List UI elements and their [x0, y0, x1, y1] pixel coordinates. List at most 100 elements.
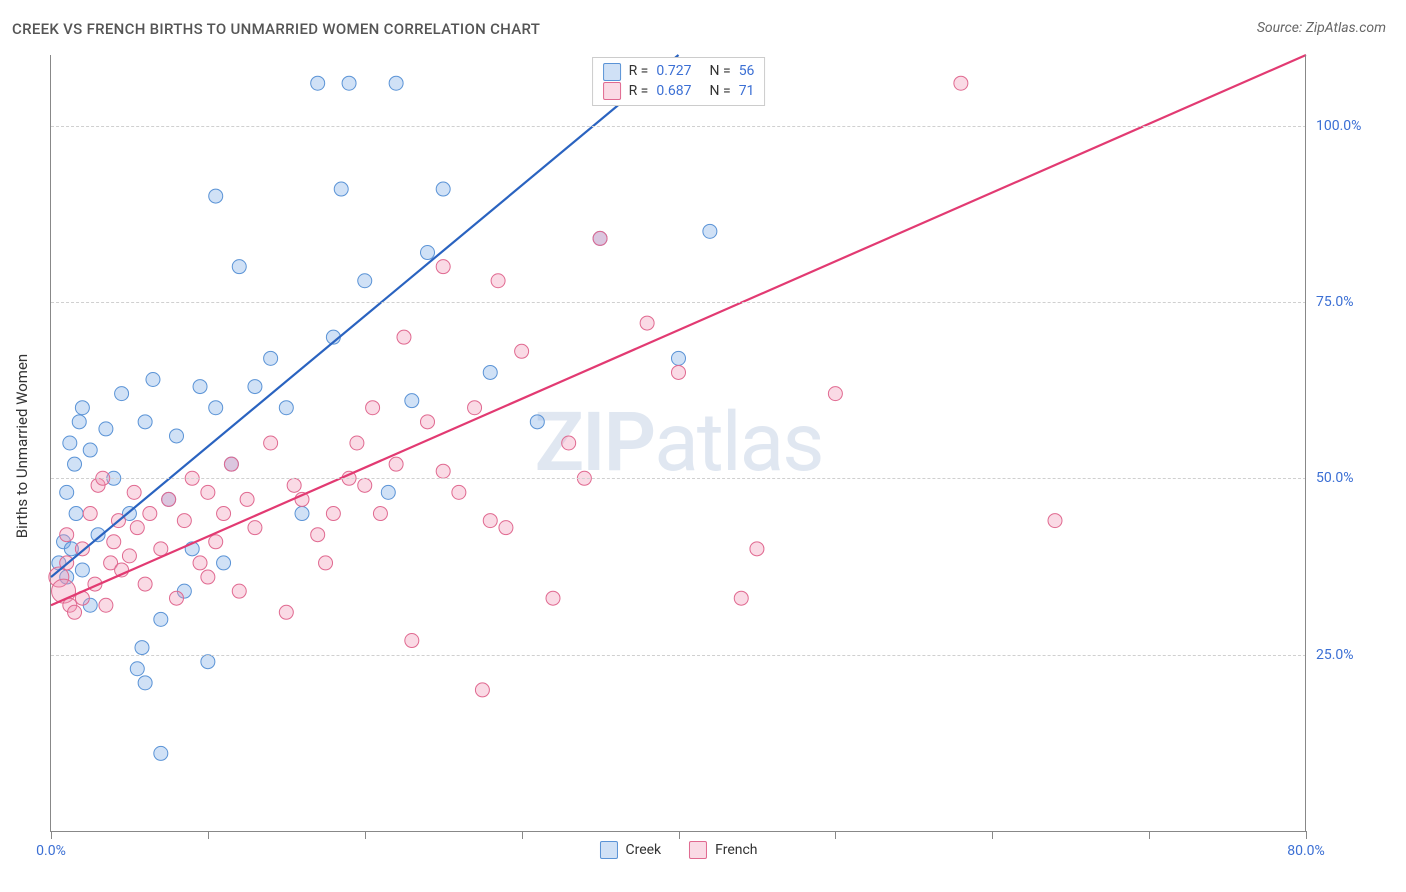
data-point [60, 485, 74, 499]
gridline [51, 126, 1306, 127]
x-tick [208, 831, 209, 839]
data-point [279, 605, 293, 619]
plot-area: ZIPatlas R = 0.727N = 56R = 0.687N = 71 … [50, 55, 1306, 832]
data-point [69, 507, 83, 521]
data-point [248, 521, 262, 535]
legend-swatch [603, 82, 621, 100]
data-point [436, 182, 450, 196]
data-point [389, 76, 403, 90]
data-point [209, 401, 223, 415]
data-point [240, 492, 254, 506]
data-point [83, 507, 97, 521]
stat-r-label: R = [629, 62, 649, 82]
data-point [209, 535, 223, 549]
legend-item: French [689, 841, 757, 859]
data-point [491, 274, 505, 288]
data-point [358, 274, 372, 288]
data-point [201, 655, 215, 669]
data-point [170, 429, 184, 443]
data-point [154, 746, 168, 760]
stat-n-value: 71 [739, 82, 755, 102]
data-point [138, 415, 152, 429]
data-point [193, 556, 207, 570]
data-point [135, 641, 149, 655]
data-point [72, 415, 86, 429]
data-point [421, 246, 435, 260]
data-point [177, 514, 191, 528]
data-point [672, 351, 686, 365]
x-tick-label: 80.0% [1287, 843, 1325, 859]
data-point [224, 457, 238, 471]
data-point [640, 316, 654, 330]
data-point [146, 373, 160, 387]
x-tick [365, 831, 366, 839]
data-point [83, 443, 97, 457]
legend-stat-row: R = 0.727N = 56 [603, 62, 755, 82]
data-point [107, 535, 121, 549]
data-point [264, 351, 278, 365]
x-tick [1149, 831, 1150, 839]
correlation-chart: CREEK VS FRENCH BIRTHS TO UNMARRIED WOME… [0, 0, 1406, 892]
data-point [99, 598, 113, 612]
x-tick [992, 831, 993, 839]
data-point [295, 507, 309, 521]
data-point [954, 76, 968, 90]
data-point [311, 76, 325, 90]
data-point [405, 394, 419, 408]
x-tick [1306, 831, 1307, 839]
data-point [1048, 514, 1062, 528]
data-point [232, 584, 246, 598]
data-point [99, 422, 113, 436]
legend-label: Creek [625, 842, 661, 858]
legend-label: French [715, 842, 757, 858]
regression-line [51, 55, 1306, 605]
data-point [750, 542, 764, 556]
data-point [475, 683, 489, 697]
data-point [828, 387, 842, 401]
data-point [389, 457, 403, 471]
legend-swatch [689, 841, 707, 859]
regression-line [51, 55, 679, 577]
data-point [138, 577, 152, 591]
data-point [334, 182, 348, 196]
stat-r-label: R = [629, 82, 649, 102]
data-point [68, 457, 82, 471]
data-point [75, 401, 89, 415]
data-point [127, 485, 141, 499]
data-point [350, 436, 364, 450]
data-point [248, 380, 262, 394]
x-tick [522, 831, 523, 839]
legend-swatch [599, 841, 617, 859]
x-tick [679, 831, 680, 839]
data-point [68, 605, 82, 619]
stat-r-value: 0.727 [656, 62, 691, 82]
data-point [562, 436, 576, 450]
legend-swatch [603, 63, 621, 81]
data-point [593, 231, 607, 245]
correlation-legend: R = 0.727N = 56R = 0.687N = 71 [592, 57, 766, 106]
stat-r-value: 0.687 [656, 82, 691, 102]
data-point [115, 387, 129, 401]
data-point [326, 507, 340, 521]
data-point [311, 528, 325, 542]
y-tick-label: 75.0% [1316, 294, 1376, 310]
stat-n-value: 56 [739, 62, 755, 82]
data-point [122, 549, 136, 563]
data-point [373, 507, 387, 521]
data-point [452, 485, 466, 499]
data-point [193, 380, 207, 394]
data-point [319, 556, 333, 570]
series-legend: Creek French [599, 841, 757, 859]
data-point [143, 507, 157, 521]
data-point [217, 507, 231, 521]
data-point [405, 634, 419, 648]
data-point [154, 612, 168, 626]
legend-item: Creek [599, 841, 661, 859]
data-point [499, 521, 513, 535]
x-tick [51, 831, 52, 839]
data-point [530, 415, 544, 429]
data-point [138, 676, 152, 690]
data-point [342, 76, 356, 90]
data-point [279, 401, 293, 415]
data-point [381, 485, 395, 499]
